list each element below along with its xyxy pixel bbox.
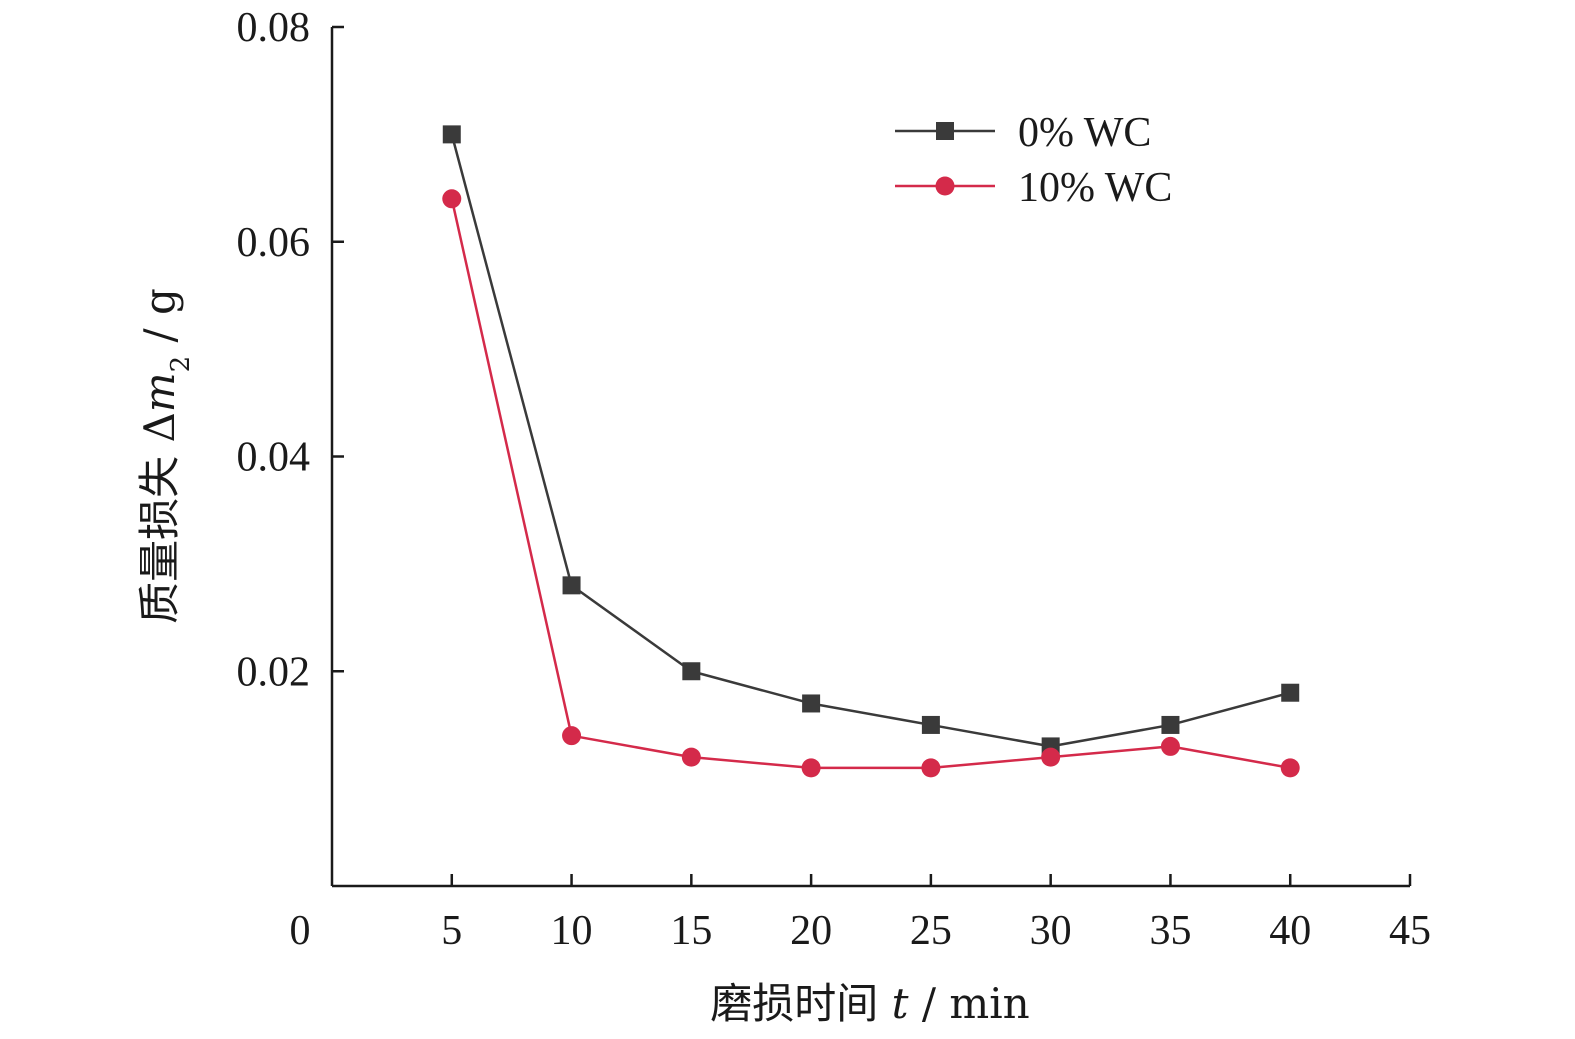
x-axis-title: 磨损时间 t / min (710, 979, 1029, 1028)
x-axis-title-suffix: / min (909, 979, 1030, 1028)
legend-item-1: 10% WC (895, 165, 1172, 211)
data-point-circle (1160, 736, 1180, 756)
series-line (450, 134, 1291, 748)
data-point-circle (562, 726, 582, 746)
data-point-circle (801, 758, 821, 778)
x-axis-title-prefix: 磨损时间 (710, 979, 891, 1028)
y-tick-label: 0.04 (237, 435, 311, 481)
x-ticks: 0 5 10 15 20 25 30 35 40 45 (290, 874, 1431, 954)
data-point-square (921, 715, 940, 734)
data-point-square (1281, 683, 1300, 702)
series-1 (442, 189, 1300, 778)
y-axis-title-prefix: 质量损失 Δ (135, 412, 184, 624)
data-point-square (802, 694, 821, 713)
data-point-circle (921, 758, 941, 778)
series-0 (442, 125, 1300, 756)
data-point-square (562, 576, 581, 595)
x-tick-label: 20 (790, 908, 832, 954)
legend-label-1: 10% WC (1018, 165, 1172, 211)
x-tick-label: 10 (551, 908, 593, 954)
data-point-circle (681, 747, 701, 767)
legend-marker-circle (935, 176, 955, 196)
y-axis-title: 质量损失 Δm2 / g (135, 288, 196, 624)
legend-marker-square (936, 122, 954, 140)
axes (330, 27, 1410, 888)
data-point-square (1161, 715, 1180, 734)
legend-item-0: 0% WC (895, 110, 1151, 156)
legend-label-0: 0% WC (1018, 110, 1151, 156)
x-tick-label: 30 (1030, 908, 1072, 954)
data-point-circle (1041, 747, 1061, 767)
x-tick-label: 45 (1389, 908, 1431, 954)
y-axis-title-sub: 2 (166, 356, 196, 373)
y-axis-title-suffix: / g (135, 288, 184, 356)
legend: 0% WC 10% WC (895, 110, 1172, 211)
x-tick-label: 15 (670, 908, 712, 954)
series-line (450, 198, 1291, 770)
y-tick-label: 0.08 (237, 5, 311, 51)
x-tick-label: 40 (1269, 908, 1311, 954)
y-ticks: 0.02 0.04 0.06 0.08 (237, 5, 344, 695)
y-tick-label: 0.02 (237, 649, 311, 695)
data-point-circle (1280, 758, 1300, 778)
data-point-circle (442, 189, 462, 209)
y-tick-label: 0.06 (237, 220, 311, 266)
y-axis-title-var: m (135, 372, 184, 412)
x-tick-label: 5 (441, 908, 462, 954)
series-layer (442, 125, 1300, 778)
x-tick-label: 25 (910, 908, 952, 954)
x-axis-title-var: t (892, 979, 909, 1028)
x-tick-label: 35 (1149, 908, 1191, 954)
data-point-square (442, 125, 461, 144)
x-tick-label: 0 (290, 908, 311, 954)
data-point-square (682, 662, 701, 681)
